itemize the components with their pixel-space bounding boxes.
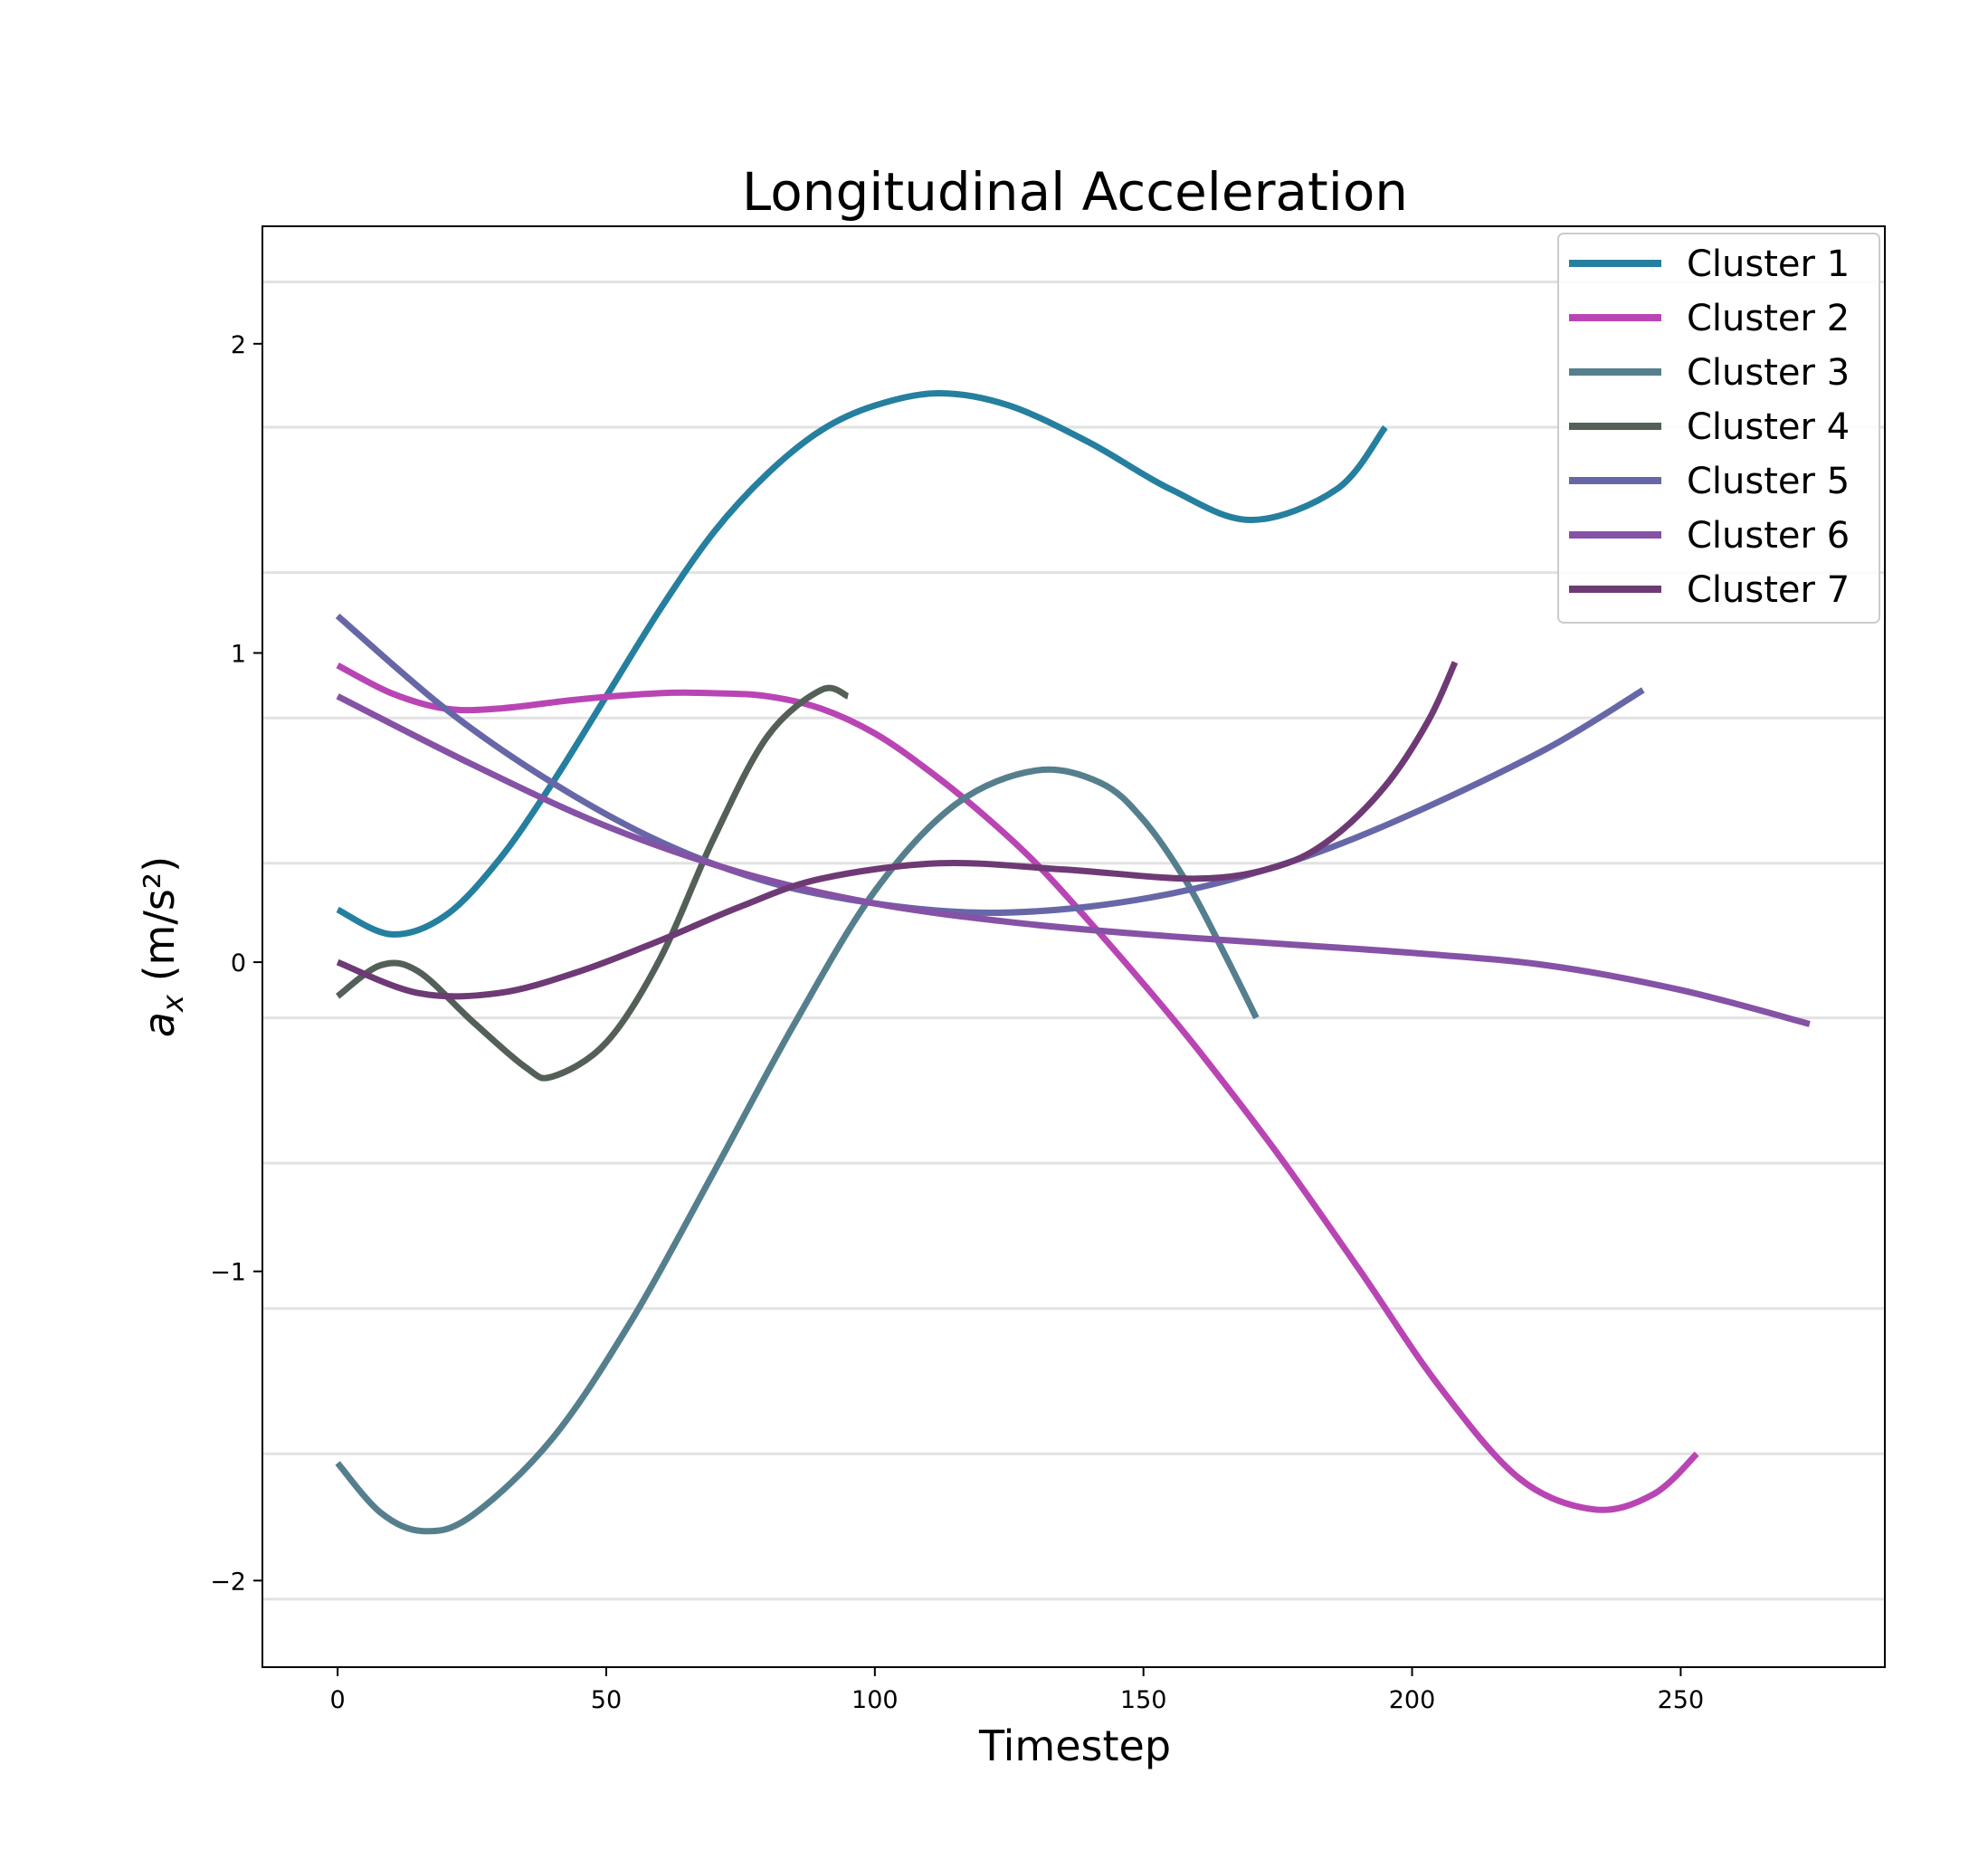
series-line-cluster-6 — [336, 693, 1811, 1027]
grid-lines — [262, 280, 1885, 1601]
legend-label: Cluster 3 — [1687, 352, 1850, 394]
series-line-cluster-4 — [335, 684, 850, 1082]
series-line-cluster-7 — [336, 661, 1459, 1000]
legend-label: Cluster 4 — [1687, 406, 1850, 448]
y-tick-label: −2 — [210, 1568, 246, 1596]
legend-label: Cluster 5 — [1687, 461, 1850, 502]
series-line-cluster-1 — [336, 390, 1388, 938]
legend: Cluster 1 Cluster 2 Cluster 3 Cluster 4 Clus… — [1557, 233, 1880, 624]
y-axis-subscript: x — [156, 994, 190, 1013]
y-axis-title: ax (m/s²) — [135, 856, 190, 1037]
legend-label: Cluster 2 — [1687, 298, 1850, 339]
x-tick-label: 150 — [1120, 1686, 1167, 1714]
x-axis-ticks: 0 50 100 150 200 250 — [330, 1667, 1705, 1714]
x-tick-label: 0 — [330, 1686, 346, 1714]
x-tick-label: 250 — [1658, 1686, 1705, 1714]
x-tick-label: 200 — [1389, 1686, 1436, 1714]
y-tick-label: 2 — [231, 331, 246, 359]
y-tick-label: −1 — [210, 1259, 246, 1287]
series-line-cluster-3 — [335, 766, 1260, 1535]
y-tick-label: 1 — [231, 640, 246, 668]
y-tick-label: 0 — [231, 949, 246, 977]
x-tick-label: 100 — [851, 1686, 899, 1714]
x-axis-title: Timestep — [978, 1721, 1171, 1770]
y-axis-ticks: −2 −1 0 1 2 — [210, 331, 262, 1596]
legend-label: Cluster 6 — [1687, 515, 1850, 557]
legend-label: Cluster 1 — [1687, 243, 1850, 285]
legend-label: Cluster 7 — [1687, 569, 1850, 611]
legend-box — [1557, 233, 1880, 624]
plot-frame — [262, 225, 1886, 1668]
x-tick-label: 50 — [591, 1686, 622, 1714]
series-lines — [335, 390, 1811, 1535]
chart-title: Longitudinal Acceleration — [742, 161, 1408, 223]
y-axis-symbol: a — [135, 1012, 184, 1037]
series-line-cluster-5 — [335, 613, 1645, 916]
y-axis-unit: (m/s²) — [135, 856, 184, 995]
series-line-cluster-2 — [336, 662, 1699, 1513]
